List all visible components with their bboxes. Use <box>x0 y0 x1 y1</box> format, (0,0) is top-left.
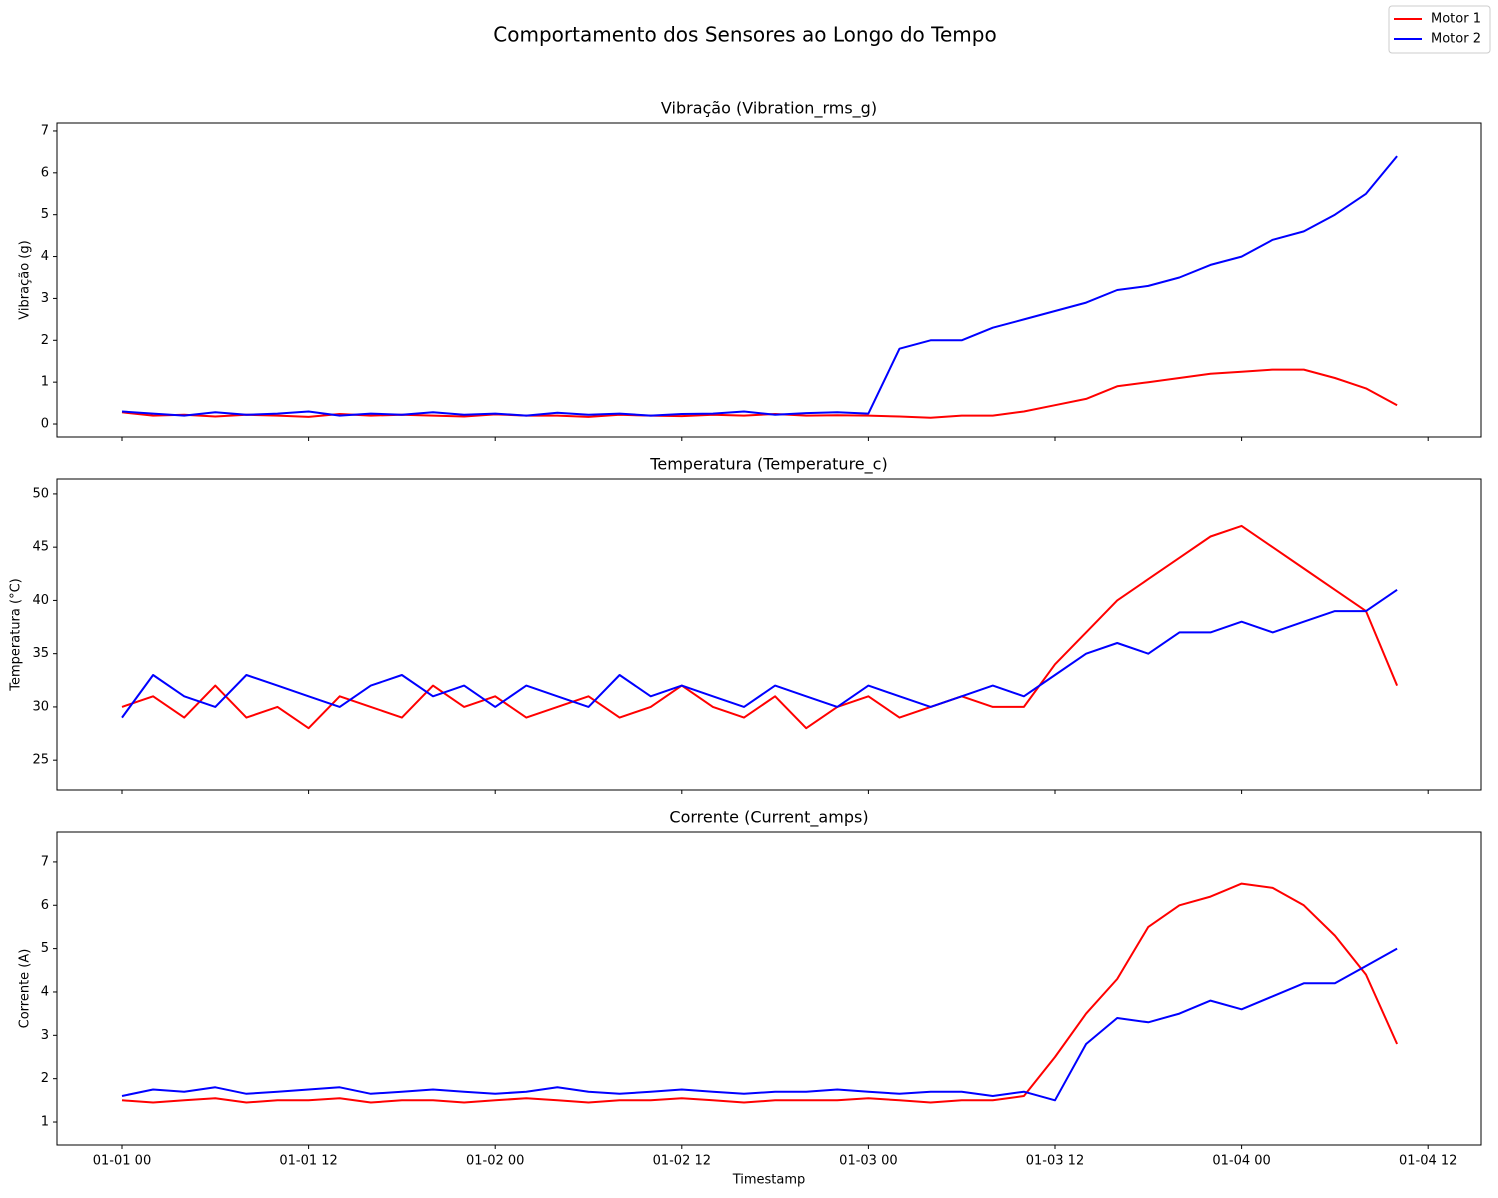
y-tick-label: 7 <box>41 123 49 138</box>
subplot-title: Corrente (Current_amps) <box>669 808 868 828</box>
y-axis-label: Temperatura (°C) <box>9 578 24 691</box>
y-tick-label: 1 <box>41 375 49 390</box>
x-tick-label: 01-04 12 <box>1399 1154 1457 1169</box>
series-line <box>121 588 1398 719</box>
y-tick-label: 5 <box>41 207 49 222</box>
x-tick-label: 01-02 00 <box>466 1154 524 1169</box>
x-tick-label: 01-04 00 <box>1212 1154 1270 1169</box>
y-tick-label: 0 <box>41 417 49 432</box>
series-line <box>121 524 1399 730</box>
legend-box <box>1388 5 1491 54</box>
y-tick-label: 2 <box>41 333 49 348</box>
y-tick-label: 30 <box>32 699 49 714</box>
y-tick-label: 45 <box>32 540 49 555</box>
y-tick-label: 50 <box>32 486 49 501</box>
y-tick-label: 25 <box>32 753 49 768</box>
y-tick-label: 3 <box>41 291 49 306</box>
y-tick-label: 6 <box>41 165 49 180</box>
legend: Motor 1 Motor 2 <box>1388 5 1491 54</box>
y-tick-label: 2 <box>41 1071 49 1086</box>
y-tick-label: 5 <box>41 941 49 956</box>
y-axis-label: Corrente (A) <box>18 949 33 1029</box>
x-axis-label: Timestamp <box>732 1173 806 1188</box>
y-axis-label: Vibração (g) <box>18 240 33 319</box>
axes-frame <box>56 478 1482 791</box>
y-tick-label: 40 <box>32 593 49 608</box>
axes-frame <box>56 122 1482 438</box>
legend-label: Motor 1 <box>1431 12 1481 27</box>
x-tick-label: 01-02 12 <box>653 1154 711 1169</box>
figure-title: Comportamento dos Sensores ao Longo do T… <box>493 23 996 47</box>
y-tick-label: 7 <box>41 854 49 869</box>
y-tick-label: 3 <box>41 1028 49 1043</box>
y-tick-label: 4 <box>41 984 49 999</box>
y-tick-label: 4 <box>41 249 49 264</box>
y-tick-label: 35 <box>32 646 49 661</box>
subplot-title: Vibração (Vibration_rms_g) <box>661 99 877 119</box>
series-line <box>121 155 1398 417</box>
x-tick-label: 01-01 00 <box>93 1154 151 1169</box>
x-tick-label: 01-01 12 <box>279 1154 337 1169</box>
legend-label: Motor 2 <box>1431 32 1481 47</box>
y-tick-label: 1 <box>41 1115 49 1130</box>
axes-frame <box>56 831 1482 1146</box>
x-tick-label: 01-03 12 <box>1026 1154 1084 1169</box>
x-tick-label: 01-03 00 <box>839 1154 897 1169</box>
series-line <box>121 882 1399 1104</box>
y-tick-label: 6 <box>41 898 49 913</box>
subplot-title: Temperatura (Temperature_c) <box>649 455 887 475</box>
series-line <box>121 947 1398 1102</box>
